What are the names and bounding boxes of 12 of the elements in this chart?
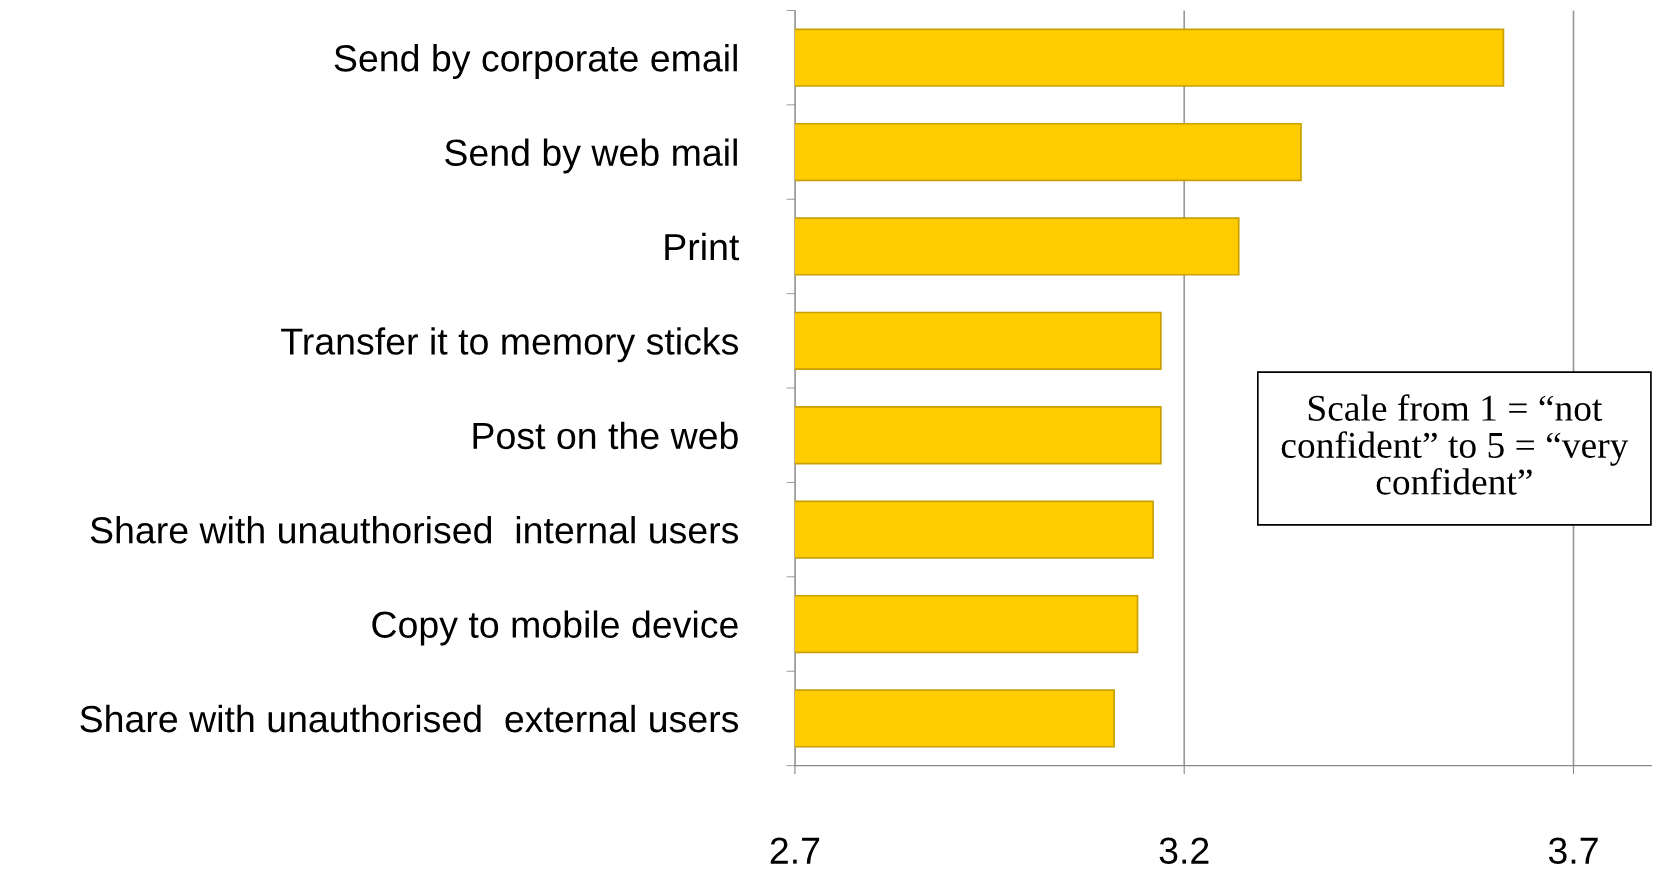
y-tick-label: Post on the web <box>473 421 738 450</box>
y-tick-label: Copy to mobile device <box>372 610 738 646</box>
x-tick-label: 2.7 <box>770 837 820 864</box>
y-tick-label: Transfer it to memory sticks <box>281 327 739 363</box>
x-tick-label: 3.7 <box>1548 837 1598 864</box>
annotation: Scale from 1 = “not confident” to 5 = “very confident” <box>1281 394 1629 495</box>
x-tick-label: 3.2 <box>1159 837 1209 864</box>
y-tick-label: Share with unauthorised internal users <box>90 516 739 544</box>
y-tick-label: Print <box>665 232 740 261</box>
y-tick-label: Send by corporate email <box>334 44 737 80</box>
y-tick-label: Send by web mail <box>445 138 737 174</box>
y-tick-label: Share with unauthorised external users <box>80 704 739 733</box>
